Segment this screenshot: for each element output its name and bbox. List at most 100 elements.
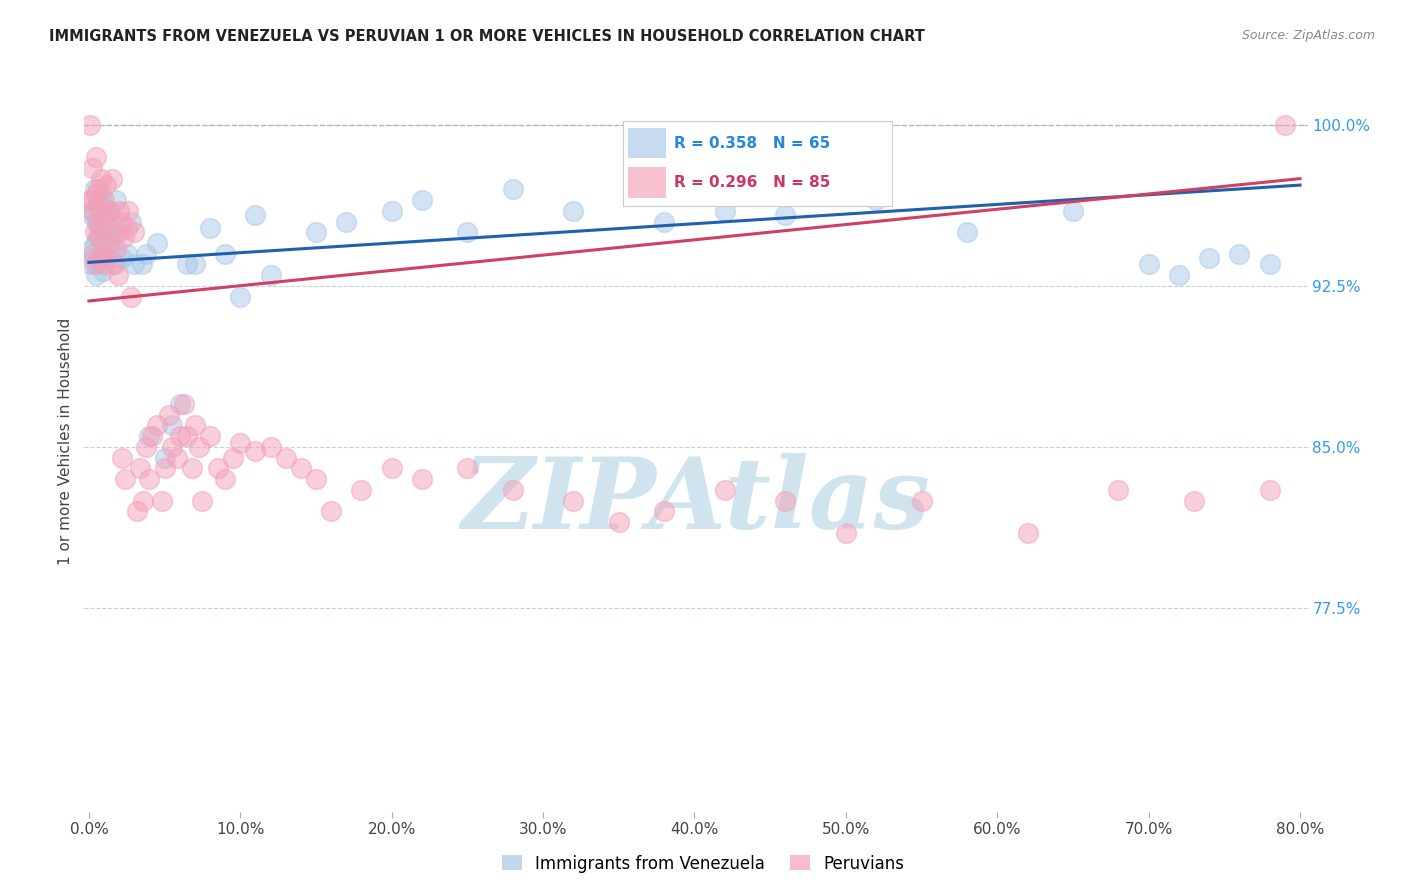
Point bbox=[191, 493, 214, 508]
Point bbox=[111, 450, 134, 465]
Point bbox=[146, 235, 169, 250]
Point bbox=[1229, 246, 1251, 260]
Point bbox=[97, 203, 120, 218]
Text: Source: ZipAtlas.com: Source: ZipAtlas.com bbox=[1241, 29, 1375, 42]
Point bbox=[652, 504, 675, 518]
Point bbox=[160, 418, 183, 433]
Point bbox=[112, 229, 135, 244]
Point bbox=[176, 258, 198, 272]
Point bbox=[173, 397, 195, 411]
Point bbox=[956, 225, 979, 239]
Point bbox=[98, 203, 121, 218]
Point bbox=[1198, 251, 1220, 265]
Point bbox=[94, 178, 117, 193]
Point bbox=[184, 258, 207, 272]
Point bbox=[775, 493, 797, 508]
Point bbox=[93, 234, 115, 248]
Point bbox=[100, 171, 122, 186]
Point bbox=[91, 246, 114, 260]
Point bbox=[502, 483, 524, 497]
Point bbox=[84, 182, 107, 196]
Point bbox=[80, 161, 103, 175]
Point bbox=[290, 461, 312, 475]
Point bbox=[117, 203, 139, 218]
Point bbox=[82, 203, 104, 218]
Point bbox=[115, 246, 138, 260]
Point bbox=[146, 418, 169, 433]
Point bbox=[87, 193, 110, 207]
Point bbox=[131, 258, 153, 272]
Point bbox=[713, 483, 735, 497]
Point bbox=[153, 450, 176, 465]
Point bbox=[101, 258, 124, 272]
Point bbox=[124, 225, 146, 239]
Point bbox=[198, 221, 221, 235]
Point bbox=[82, 193, 104, 207]
Point bbox=[321, 504, 343, 518]
Point bbox=[207, 461, 229, 475]
Text: ZIPAtlas: ZIPAtlas bbox=[461, 452, 931, 549]
Point bbox=[96, 243, 118, 257]
Point bbox=[135, 246, 157, 260]
Point bbox=[214, 246, 236, 260]
Point bbox=[84, 235, 107, 250]
Point bbox=[84, 258, 107, 272]
Point bbox=[229, 290, 252, 304]
Point bbox=[652, 214, 675, 228]
Point bbox=[229, 435, 252, 450]
Point bbox=[350, 483, 373, 497]
Point bbox=[138, 429, 160, 443]
Point bbox=[198, 429, 221, 443]
Point bbox=[82, 251, 104, 265]
Point bbox=[86, 186, 108, 201]
Point bbox=[90, 246, 112, 260]
Point bbox=[305, 472, 328, 486]
Point bbox=[274, 450, 297, 465]
Point bbox=[222, 450, 245, 465]
Point bbox=[108, 203, 131, 218]
Point bbox=[107, 268, 129, 283]
Point bbox=[153, 461, 176, 475]
Point bbox=[214, 472, 236, 486]
Point bbox=[160, 440, 183, 454]
Point bbox=[132, 493, 155, 508]
Point bbox=[87, 229, 110, 244]
Point bbox=[502, 182, 524, 196]
Point bbox=[90, 186, 112, 201]
Point bbox=[89, 221, 111, 235]
Legend: Immigrants from Venezuela, Peruvians: Immigrants from Venezuela, Peruvians bbox=[495, 848, 911, 880]
Point bbox=[96, 208, 118, 222]
Point bbox=[169, 429, 191, 443]
Point bbox=[104, 225, 127, 239]
Point bbox=[910, 493, 932, 508]
Point bbox=[86, 268, 108, 283]
Point bbox=[381, 203, 404, 218]
Point bbox=[93, 193, 115, 207]
Point bbox=[259, 440, 281, 454]
Point bbox=[93, 200, 115, 214]
Point bbox=[80, 243, 103, 257]
Point bbox=[110, 214, 132, 228]
Point bbox=[141, 429, 163, 443]
Point bbox=[91, 221, 114, 235]
Point bbox=[105, 243, 128, 257]
Point bbox=[90, 251, 112, 265]
Point bbox=[98, 235, 121, 250]
Point bbox=[865, 193, 887, 207]
Point bbox=[456, 461, 478, 475]
Point bbox=[79, 118, 101, 132]
Point bbox=[115, 221, 138, 235]
Point bbox=[86, 150, 108, 164]
Point bbox=[93, 258, 115, 272]
Point bbox=[1258, 483, 1281, 497]
Point bbox=[111, 251, 134, 265]
Point bbox=[180, 461, 202, 475]
Point bbox=[1274, 118, 1296, 132]
Point bbox=[97, 235, 120, 250]
Point bbox=[79, 193, 101, 207]
Point bbox=[607, 515, 630, 529]
Point bbox=[305, 225, 328, 239]
Point bbox=[87, 214, 110, 228]
Point bbox=[169, 397, 191, 411]
Point bbox=[120, 290, 142, 304]
